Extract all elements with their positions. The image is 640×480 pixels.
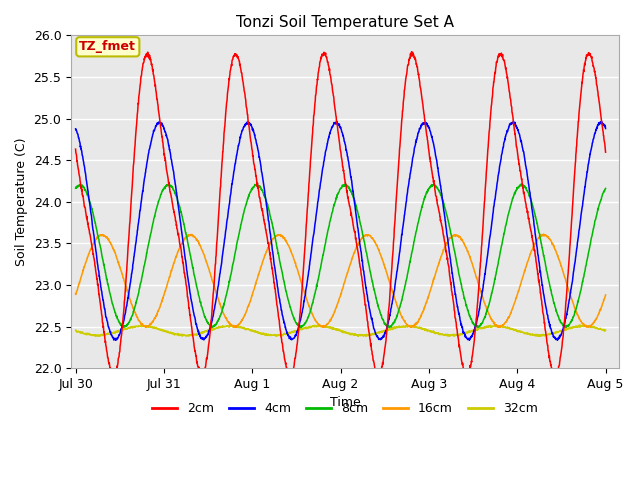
X-axis label: Time: Time [330, 396, 360, 409]
Text: TZ_fmet: TZ_fmet [79, 40, 136, 53]
Legend: 2cm, 4cm, 8cm, 16cm, 32cm: 2cm, 4cm, 8cm, 16cm, 32cm [147, 397, 543, 420]
Y-axis label: Soil Temperature (C): Soil Temperature (C) [15, 137, 28, 266]
Title: Tonzi Soil Temperature Set A: Tonzi Soil Temperature Set A [236, 15, 454, 30]
